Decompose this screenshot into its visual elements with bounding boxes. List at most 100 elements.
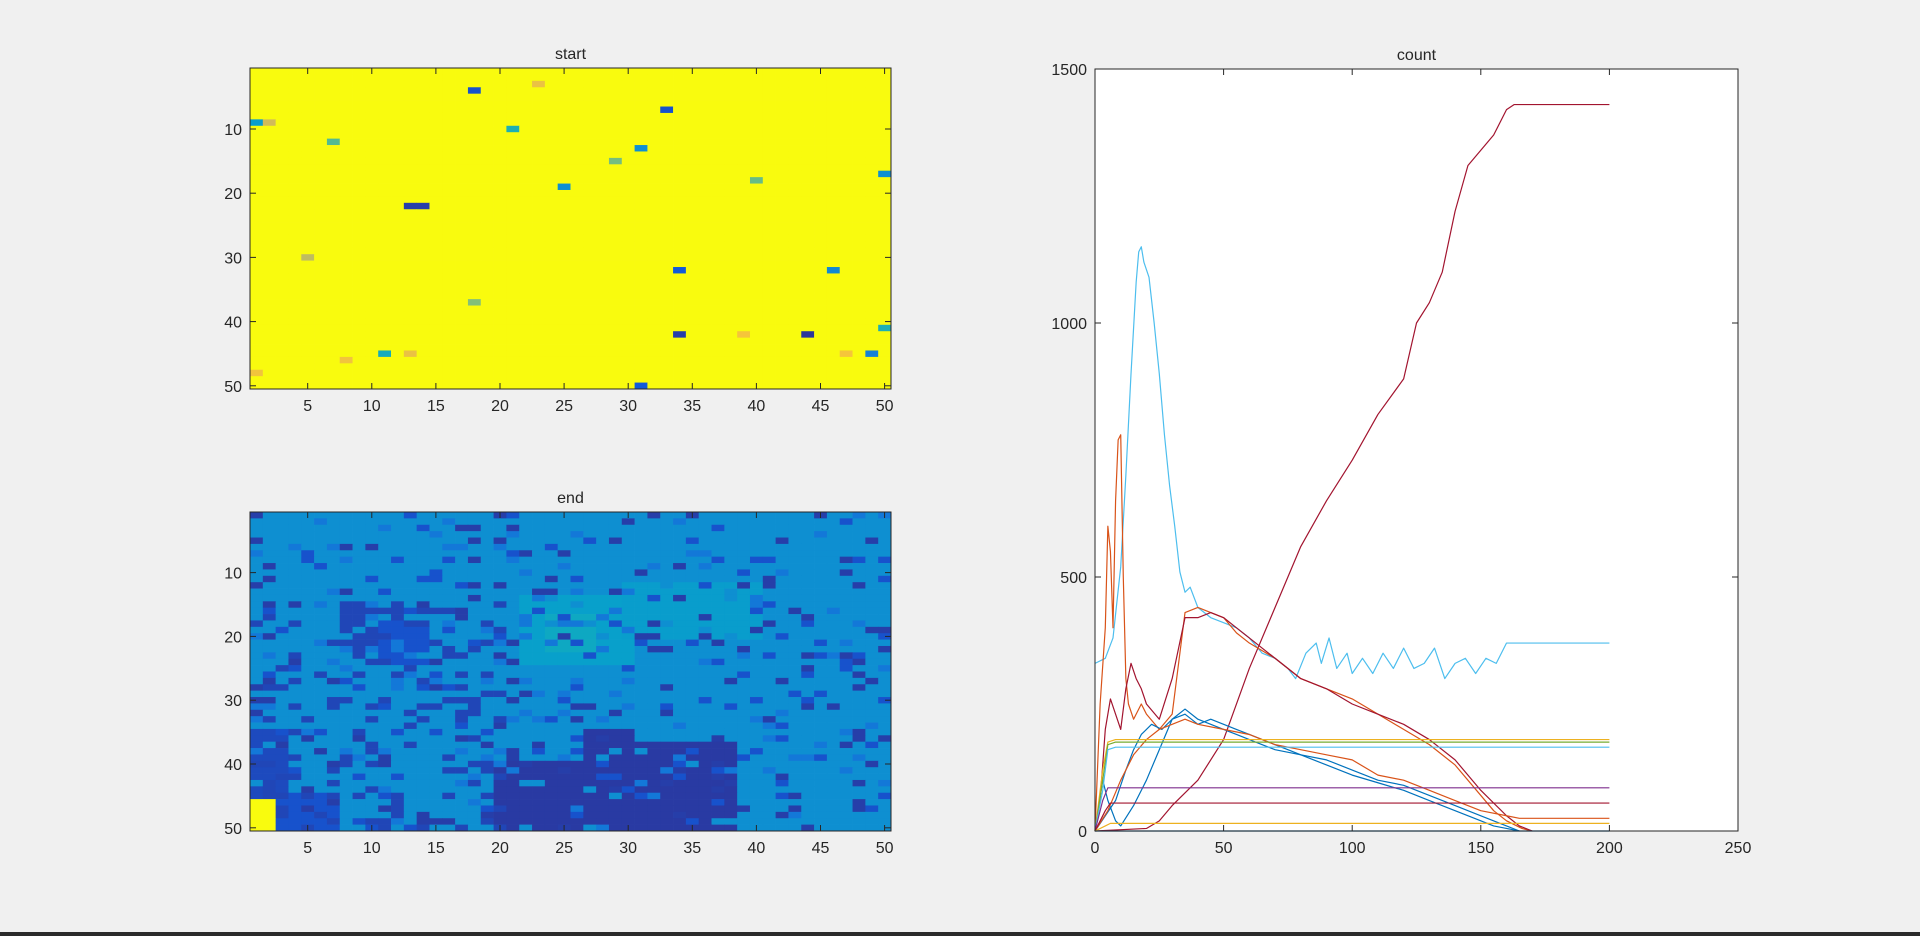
heatmap-cell	[326, 543, 341, 551]
heatmap-cell	[724, 569, 738, 577]
heatmap-cell	[698, 93, 712, 101]
heatmap-cell	[557, 247, 571, 255]
heatmap-cell	[557, 164, 571, 172]
heatmap-cell	[724, 119, 738, 127]
heatmap-cell	[391, 241, 405, 249]
heatmap-cell	[826, 703, 841, 711]
heatmap-cell	[275, 138, 289, 146]
heatmap-cell	[852, 119, 866, 127]
heatmap-cell	[519, 286, 533, 294]
heatmap-cell	[455, 697, 469, 704]
heatmap-cell	[775, 234, 789, 242]
heatmap-cell	[250, 748, 264, 755]
heatmap-cell	[621, 677, 635, 685]
heatmap-cell	[749, 633, 764, 640]
heatmap-cell	[442, 677, 456, 685]
heatmap-cell	[557, 241, 571, 249]
heatmap-cell	[634, 588, 648, 596]
heatmap-cell	[673, 588, 687, 596]
heatmap-cell	[288, 512, 302, 519]
heatmap-cell	[596, 151, 610, 159]
heatmap-cell	[878, 273, 892, 281]
heatmap-cell	[250, 68, 264, 75]
heatmap-cell	[262, 767, 276, 774]
heatmap-cell	[314, 106, 328, 114]
heatmap-cell	[429, 779, 443, 787]
heatmap-cell	[557, 697, 571, 704]
heatmap-cell	[724, 550, 738, 558]
heatmap-cell	[621, 671, 635, 679]
heatmap-cell	[506, 779, 520, 787]
heatmap-cell	[314, 786, 328, 794]
heatmap-cell	[608, 639, 623, 647]
heatmap-cell	[596, 215, 610, 223]
heatmap-cell	[814, 196, 828, 204]
heatmap-cell	[467, 652, 482, 660]
heatmap-cell	[250, 728, 264, 736]
heatmap-cell	[544, 331, 559, 338]
heatmap-cell	[301, 543, 315, 551]
heatmap-cell	[532, 305, 546, 313]
heatmap-cell	[493, 241, 507, 249]
heatmap-cell	[339, 299, 353, 306]
heatmap-cell	[339, 74, 353, 82]
heatmap-cell	[532, 754, 546, 762]
heatmap-cell	[275, 106, 289, 114]
heatmap-cell	[532, 543, 546, 551]
heatmap-cell	[685, 279, 700, 287]
heatmap-cell	[775, 518, 789, 526]
heatmap-cell	[878, 754, 892, 762]
heatmap-cell	[519, 786, 533, 794]
heatmap-cell	[339, 112, 353, 120]
heatmap-cell	[865, 350, 879, 358]
heatmap-cell	[391, 267, 405, 274]
heatmap-cell	[583, 164, 597, 172]
heatmap-cell	[339, 620, 353, 628]
heatmap-cell	[737, 543, 751, 551]
heatmap-cell	[416, 331, 430, 338]
heatmap-cell	[288, 164, 302, 172]
heatmap-cell	[391, 722, 405, 730]
heatmap-cell	[608, 518, 623, 526]
heatmap-cell	[557, 639, 571, 647]
heatmap-cell	[621, 93, 635, 101]
heatmap-cell	[826, 684, 841, 691]
heatmap-cell	[570, 132, 584, 139]
heatmap-cell	[711, 74, 725, 82]
heatmap-cell	[852, 222, 866, 229]
heatmap-cell	[506, 665, 520, 672]
heatmap-cell	[608, 594, 623, 602]
heatmap-cell	[326, 305, 341, 313]
heatmap-cell	[480, 665, 494, 672]
heatmap-cell	[673, 818, 687, 825]
heatmap-cell	[544, 311, 559, 319]
heatmap-cell	[352, 68, 366, 75]
heatmap-cell	[878, 93, 892, 101]
heatmap-cell	[775, 196, 789, 204]
heatmap-cell	[442, 594, 456, 602]
heatmap-cell	[378, 754, 392, 762]
heatmap-cell	[480, 518, 494, 526]
heatmap-cell	[608, 157, 623, 165]
heatmap-cell	[673, 382, 687, 390]
heatmap-cell	[275, 87, 289, 95]
heatmap-cell	[634, 754, 648, 762]
heatmap-cell	[391, 234, 405, 242]
heatmap-cell	[493, 703, 507, 711]
heatmap-cell	[839, 183, 853, 191]
heatmap-cell	[262, 350, 276, 358]
heatmap-cell	[660, 273, 674, 281]
heatmap-cell	[365, 363, 379, 371]
heatmap-cell	[557, 177, 571, 184]
heatmap-cell	[403, 773, 418, 781]
heatmap-cell	[814, 247, 828, 255]
heatmap-cell	[314, 754, 328, 762]
heatmap-cell	[570, 645, 584, 653]
heatmap-cell	[442, 786, 456, 794]
heatmap-cell	[544, 779, 559, 787]
heatmap-cell	[801, 658, 815, 666]
heatmap-cell	[685, 299, 700, 306]
heatmap-cell	[673, 645, 687, 653]
